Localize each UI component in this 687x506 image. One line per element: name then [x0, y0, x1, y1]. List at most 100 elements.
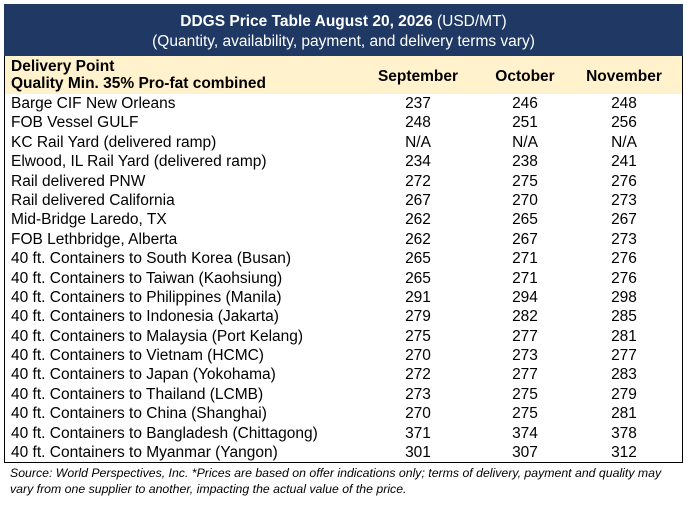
price-cell: 256: [611, 114, 637, 132]
table-row: 40 ft. Containers to China (Shanghai) 270…: [5, 404, 682, 423]
price-cell: 267: [405, 191, 431, 209]
delivery-point-cell: 40 ft. Containers to Indonesia (Jakarta): [11, 308, 279, 326]
price-cell: 262: [405, 230, 431, 248]
table-row: 40 ft. Containers to Bangladesh (Chittag…: [5, 424, 682, 443]
table-row: KC Rail Yard (delivered ramp) N/A N/A N/A: [5, 133, 682, 152]
header-november: November: [586, 68, 662, 85]
price-cell: 378: [611, 424, 637, 442]
price-cell: 291: [405, 288, 431, 306]
price-cell: 298: [611, 288, 637, 306]
price-cell: 246: [512, 95, 538, 112]
price-cell: 248: [405, 114, 431, 132]
price-cell: 270: [512, 191, 538, 209]
table-row: 40 ft. Containers to Thailand (LCMB) 273 2…: [5, 385, 682, 404]
delivery-point-cell: FOB Lethbridge, Alberta: [11, 230, 178, 248]
price-cell: 251: [512, 114, 538, 132]
price-cell: 277: [512, 366, 538, 384]
delivery-point-cell: 40 ft. Containers to Taiwan (Kaohsiung): [11, 269, 283, 287]
price-cell: 272: [405, 366, 431, 384]
price-cell: 237: [405, 95, 431, 112]
table-row: 40 ft. Containers to Taiwan (Kaohsiung) 2…: [5, 269, 682, 288]
table-row: 40 ft. Containers to Philippines (Manila…: [5, 288, 682, 307]
table-row: Mid-Bridge Laredo, TX 262 265 267: [5, 210, 682, 229]
delivery-point-cell: Barge CIF New Orleans: [11, 95, 176, 112]
table-row: 40 ft. Containers to South Korea (Busan)…: [5, 249, 682, 268]
delivery-point-cell: Mid-Bridge Laredo, TX: [11, 211, 167, 229]
table-row: 40 ft. Containers to Vietnam (HCMC) 270 27…: [5, 346, 682, 365]
price-cell: N/A: [405, 133, 431, 151]
price-cell: N/A: [611, 133, 637, 151]
price-cell: 277: [611, 347, 637, 365]
price-cell: 271: [512, 269, 538, 287]
price-cell: 265: [405, 250, 431, 268]
title-line: DDGS Price Table August 20, 2026 (USD/MT…: [5, 12, 682, 32]
delivery-point-cell: 40 ft. Containers to Thailand (LCMB): [11, 385, 264, 403]
title-text: DDGS Price Table August 20, 2026: [180, 13, 433, 30]
price-cell: 282: [512, 308, 538, 326]
price-cell: 279: [405, 308, 431, 326]
delivery-point-cell: Elwood, IL Rail Yard (delivered ramp): [11, 153, 267, 171]
table-row: Rail delivered PNW 272 275 276: [5, 172, 682, 191]
delivery-point-cell: 40 ft. Containers to Myanmar (Yangon): [11, 444, 278, 462]
table-row: Elwood, IL Rail Yard (delivered ramp) 234…: [5, 152, 682, 171]
price-cell: 301: [405, 444, 431, 462]
price-cell: 270: [405, 347, 431, 365]
price-cell: 283: [611, 366, 637, 384]
delivery-point-cell: 40 ft. Containers to China (Shanghai): [11, 405, 267, 423]
price-cell: 277: [512, 327, 538, 345]
price-cell: 275: [512, 405, 538, 423]
title-subtitle: (Quantity, availability, payment, and de…: [152, 33, 535, 50]
delivery-point-cell: Rail delivered PNW: [11, 172, 146, 190]
price-cell: 276: [611, 172, 637, 190]
price-cell: 273: [512, 347, 538, 365]
price-cell: 281: [611, 327, 637, 345]
price-cell: 234: [405, 153, 431, 171]
price-cell: 241: [611, 153, 637, 171]
price-cell: 248: [611, 95, 637, 112]
price-cell: 273: [611, 230, 637, 248]
price-cell: 238: [512, 153, 538, 171]
header-september: September: [377, 68, 459, 85]
delivery-point-cell: KC Rail Yard (delivered ramp): [11, 133, 217, 151]
price-cell: 265: [512, 211, 538, 229]
header-delivery-point: Delivery Point: [11, 58, 115, 75]
price-cell: 307: [512, 444, 538, 462]
price-cell: 275: [512, 172, 538, 190]
table-title: DDGS Price Table August 20, 2026 (USD/MT…: [4, 4, 683, 56]
price-cell: 312: [611, 444, 637, 462]
delivery-point-cell: Rail delivered California: [11, 191, 175, 209]
price-cell: 275: [512, 385, 538, 403]
delivery-point-cell: 40 ft. Containers to Japan (Yokohama): [11, 366, 276, 384]
table-header: Delivery Point Quality Min. 35% Pro-fat …: [4, 56, 683, 94]
price-cell: 276: [611, 250, 637, 268]
delivery-point-cell: 40 ft. Containers to Vietnam (HCMC): [11, 347, 264, 365]
title-unit: (USD/MT): [436, 13, 507, 30]
delivery-point-cell: 40 ft. Containers to South Korea (Busan): [11, 250, 292, 268]
price-cell: 271: [512, 250, 538, 268]
table-row: 40 ft. Containers to Japan (Yokohama) 272…: [5, 365, 682, 384]
price-cell: N/A: [512, 133, 538, 151]
header-october: October: [495, 68, 555, 85]
price-cell: 265: [405, 269, 431, 287]
delivery-point-cell: 40 ft. Containers to Malaysia (Port Kela…: [11, 327, 304, 345]
price-cell: 275: [405, 327, 431, 345]
price-cell: 273: [611, 191, 637, 209]
price-cell: 273: [405, 385, 431, 403]
price-cell: 371: [405, 424, 431, 442]
delivery-point-cell: 40 ft. Containers to Bangladesh (Chittag…: [11, 424, 318, 442]
price-cell: 279: [611, 385, 637, 403]
price-cell: 267: [512, 230, 538, 248]
table-row: FOB Vessel GULF 248 251 256: [5, 113, 682, 132]
delivery-point-cell: FOB Vessel GULF: [11, 114, 139, 132]
table-row: 40 ft. Containers to Malaysia (Port Kela…: [5, 327, 682, 346]
table-row: 40 ft. Containers to Myanmar (Yangon) 301…: [5, 443, 682, 462]
table-row: 40 ft. Containers to Indonesia (Jakarta)…: [5, 307, 682, 326]
delivery-point-cell: 40 ft. Containers to Philippines (Manila…: [11, 288, 282, 306]
table-row: Barge CIF New Orleans 237 246 248: [5, 94, 682, 113]
footnote: Source: World Perspectives, Inc. *Prices…: [10, 466, 662, 497]
price-cell: 374: [512, 424, 538, 442]
price-cell: 262: [405, 211, 431, 229]
price-cell: 294: [512, 288, 538, 306]
price-cell: 281: [611, 405, 637, 423]
price-cell: 272: [405, 172, 431, 190]
